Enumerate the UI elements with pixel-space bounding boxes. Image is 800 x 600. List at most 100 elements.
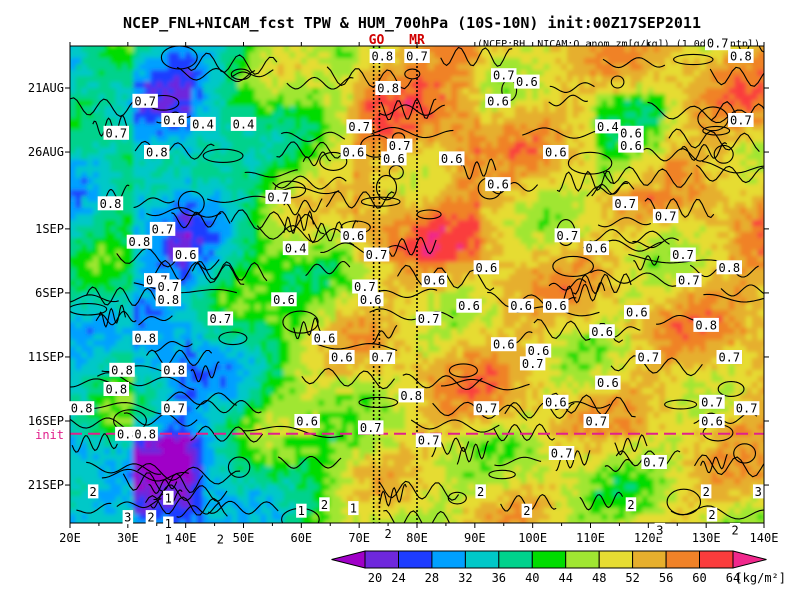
field-cell <box>468 76 475 83</box>
field-cell <box>185 94 192 101</box>
field-cell <box>561 256 568 263</box>
field-cell <box>751 118 759 125</box>
field-cell <box>104 232 111 239</box>
field-cell <box>751 52 759 59</box>
field-cell <box>127 262 134 269</box>
field-cell <box>578 190 585 197</box>
field-cell <box>676 202 684 209</box>
field-cell <box>283 154 290 161</box>
field-cell <box>682 148 689 155</box>
field-cell <box>364 160 371 167</box>
field-cell <box>676 244 684 251</box>
field-cell <box>705 88 712 95</box>
field-cell <box>636 70 643 77</box>
field-cell <box>618 76 626 83</box>
field-cell <box>249 64 256 71</box>
field-cell <box>520 52 527 59</box>
field-cell <box>728 178 736 185</box>
field-cell <box>243 100 250 107</box>
field-cell <box>433 154 441 161</box>
field-cell <box>329 280 337 287</box>
field-cell <box>734 250 741 257</box>
field-cell <box>393 208 400 215</box>
field-cell <box>381 208 389 215</box>
field-cell <box>636 226 643 233</box>
field-cell <box>757 70 764 77</box>
field-cell <box>613 112 620 119</box>
field-cell <box>208 46 215 53</box>
field-cell <box>353 112 360 119</box>
field-cell <box>364 46 371 53</box>
field-cell <box>139 274 146 281</box>
field-cell <box>665 274 672 281</box>
field-cell <box>168 244 175 251</box>
field-cell <box>497 106 504 113</box>
field-cell <box>630 268 637 275</box>
field-cell <box>225 250 233 257</box>
field-cell <box>566 214 574 221</box>
field-cell <box>682 190 689 197</box>
field-cell <box>87 88 94 95</box>
field-cell <box>387 262 395 269</box>
field-cell <box>676 142 684 149</box>
field-cell <box>653 70 660 77</box>
field-cell <box>485 58 493 65</box>
field-cell <box>324 226 331 233</box>
field-cell <box>364 100 371 107</box>
field-cell <box>532 52 539 59</box>
field-cell <box>474 82 481 89</box>
field-cell <box>162 256 169 263</box>
field-cell <box>202 52 210 59</box>
field-cell <box>306 178 314 185</box>
field-cell <box>196 88 204 95</box>
field-cell <box>480 130 487 137</box>
field-cell <box>520 262 527 269</box>
field-cell <box>503 250 510 257</box>
field-cell <box>162 76 169 83</box>
field-cell <box>399 220 406 227</box>
field-cell <box>341 208 348 215</box>
field-cell <box>491 106 499 113</box>
field-cell <box>572 100 579 107</box>
field-cell <box>694 202 701 209</box>
field-cell <box>751 112 759 119</box>
field-cell <box>566 172 574 179</box>
field-cell <box>757 118 764 125</box>
field-cell <box>751 124 759 131</box>
field-cell <box>699 160 707 167</box>
field-cell <box>578 58 585 65</box>
field-cell <box>653 238 660 245</box>
field-cell <box>237 226 244 233</box>
field-cell <box>179 232 186 239</box>
field-cell <box>70 52 77 59</box>
field-cell <box>266 226 273 233</box>
field-cell <box>451 148 458 155</box>
field-cell <box>283 58 290 65</box>
field-cell <box>480 184 487 191</box>
field-cell <box>329 130 337 137</box>
field-cell <box>746 196 753 203</box>
field-cell <box>699 76 707 83</box>
field-cell <box>324 184 331 191</box>
field-cell <box>324 100 331 107</box>
field-cell <box>509 232 516 239</box>
field-cell <box>156 214 163 221</box>
field-cell <box>433 64 441 71</box>
field-cell <box>566 202 574 209</box>
field-cell <box>249 112 256 119</box>
field-cell <box>439 244 447 251</box>
field-cell <box>457 76 464 83</box>
field-cell <box>659 262 666 269</box>
field-cell <box>457 280 464 287</box>
field-cell <box>347 190 354 197</box>
field-cell <box>474 142 481 149</box>
field-cell <box>295 88 302 95</box>
field-cell <box>329 64 337 71</box>
field-cell <box>491 280 499 287</box>
field-cell <box>318 268 325 275</box>
field-cell <box>312 202 319 209</box>
field-cell <box>295 232 302 239</box>
field-cell <box>439 70 447 77</box>
field-cell <box>584 64 591 71</box>
field-cell <box>670 268 678 275</box>
